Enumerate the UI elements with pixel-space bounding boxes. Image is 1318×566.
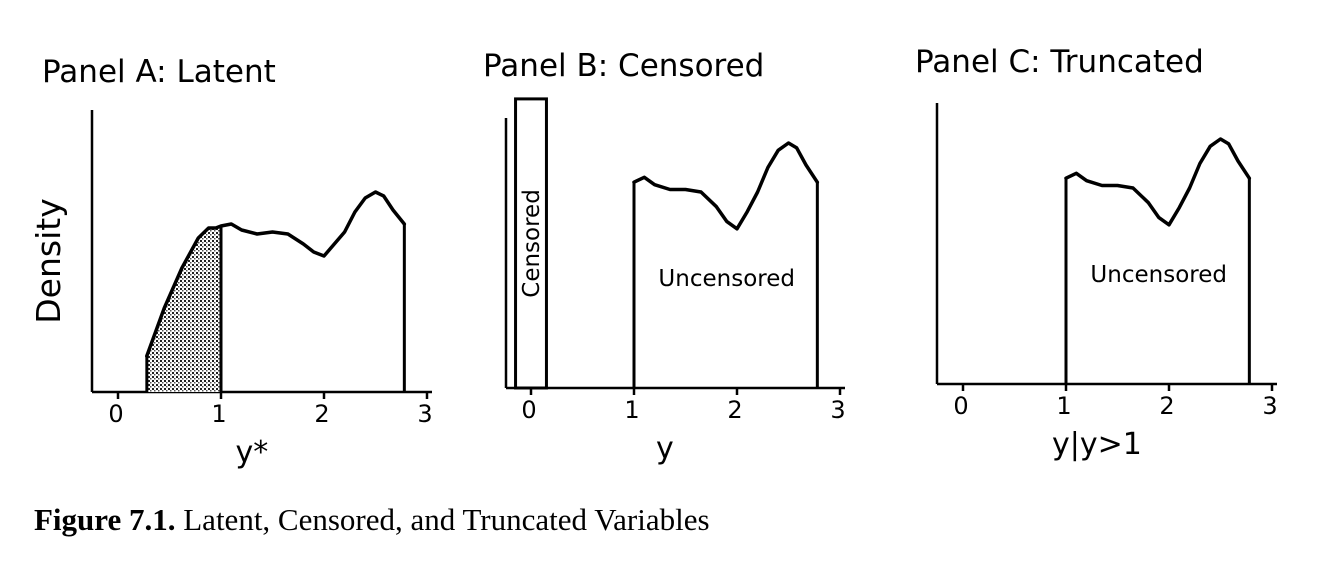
panel-b: Panel B: Censored 0 1 2 3 y Censored Uncensored <box>483 48 846 466</box>
x-tick-label: 0 <box>953 392 968 420</box>
panels-group: Panel A: Latent 0 1 2 3 y* Density Panel B: Cen… <box>29 44 1278 470</box>
density-curve <box>632 141 820 231</box>
x-tick-label: 3 <box>1262 392 1277 420</box>
x-tick-label: 2 <box>314 400 329 428</box>
density-curve <box>145 190 407 358</box>
x-tick-label: 3 <box>830 396 845 424</box>
x-axis-label: y|y>1 <box>1052 427 1142 462</box>
censored-bar <box>514 97 548 390</box>
panel-title: Panel A: Latent <box>42 54 276 90</box>
x-tick-label: 0 <box>108 400 123 428</box>
panel-title: Panel B: Censored <box>483 48 764 84</box>
panel-c: Panel C: Truncated 0 1 2 3 y|y>1 Uncensored <box>915 44 1278 462</box>
shaded-region <box>146 226 221 392</box>
figure-caption-text: Latent, Censored, and Truncated Variable… <box>183 502 710 537</box>
x-tick-label: 2 <box>1159 392 1174 420</box>
censored-label: Censored <box>519 189 545 298</box>
x-tick-label: 2 <box>727 396 742 424</box>
density-curve <box>1064 137 1252 227</box>
x-tick-label: 0 <box>521 396 536 424</box>
x-tick-label: 1 <box>211 400 226 428</box>
uncensored-label: Uncensored <box>658 266 795 292</box>
x-axis-label: y* <box>236 435 269 470</box>
x-axis-label: y <box>656 431 674 466</box>
x-tick-label: 1 <box>1056 392 1071 420</box>
x-tick-label: 1 <box>624 396 639 424</box>
y-axis-label: Density <box>29 198 68 323</box>
panel-a: Panel A: Latent 0 1 2 3 y* Density <box>29 54 433 470</box>
panel-title: Panel C: Truncated <box>915 44 1204 80</box>
uncensored-label: Uncensored <box>1090 262 1227 288</box>
figure-caption: Figure 7.1. Latent, Censored, and Trunca… <box>34 502 710 538</box>
figure-label: Figure 7.1. <box>34 502 176 537</box>
x-tick-label: 3 <box>417 400 432 428</box>
